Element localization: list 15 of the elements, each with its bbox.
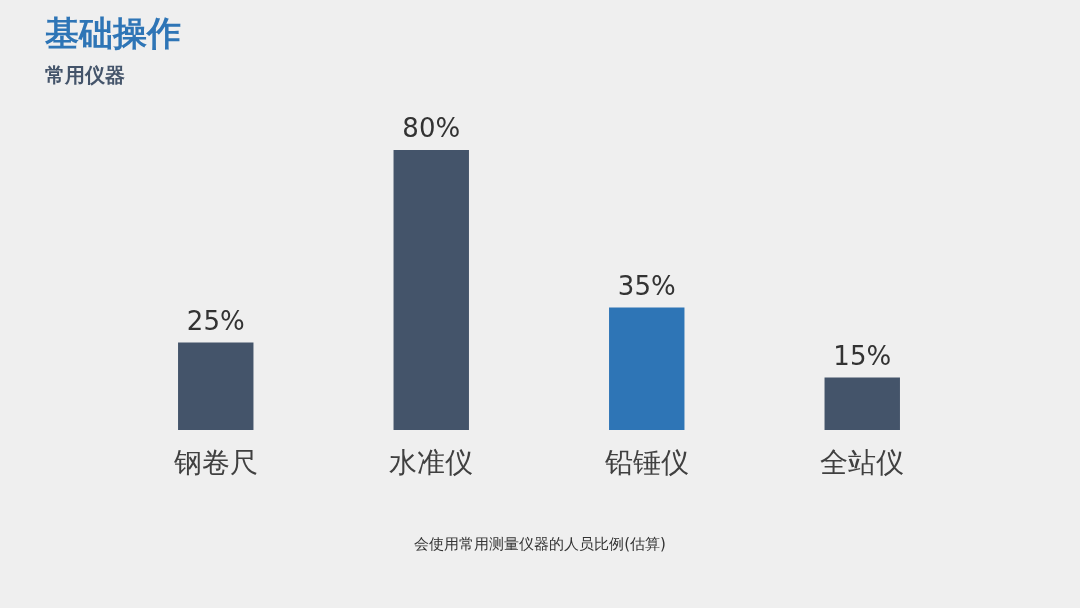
- x-tick-label: 全站仪: [820, 446, 905, 479]
- data-label: 80%: [402, 113, 461, 143]
- bar: [178, 342, 254, 430]
- bar: [824, 377, 900, 430]
- data-label: 25%: [186, 305, 245, 336]
- x-tick-label: 铅锤仪: [603, 446, 689, 479]
- data-label: 15%: [833, 340, 892, 371]
- x-tick-label: 水准仪: [389, 446, 474, 479]
- bar: [393, 150, 469, 430]
- chart-title: 基础操作: [44, 13, 181, 53]
- bar: [609, 307, 685, 430]
- chart-subtitle: 常用仪器: [45, 63, 125, 87]
- x-tick-label: 钢卷尺: [172, 446, 258, 479]
- data-label: 35%: [617, 270, 676, 301]
- text: 会使用常用测量仪器的人员比例(估算): [414, 535, 666, 553]
